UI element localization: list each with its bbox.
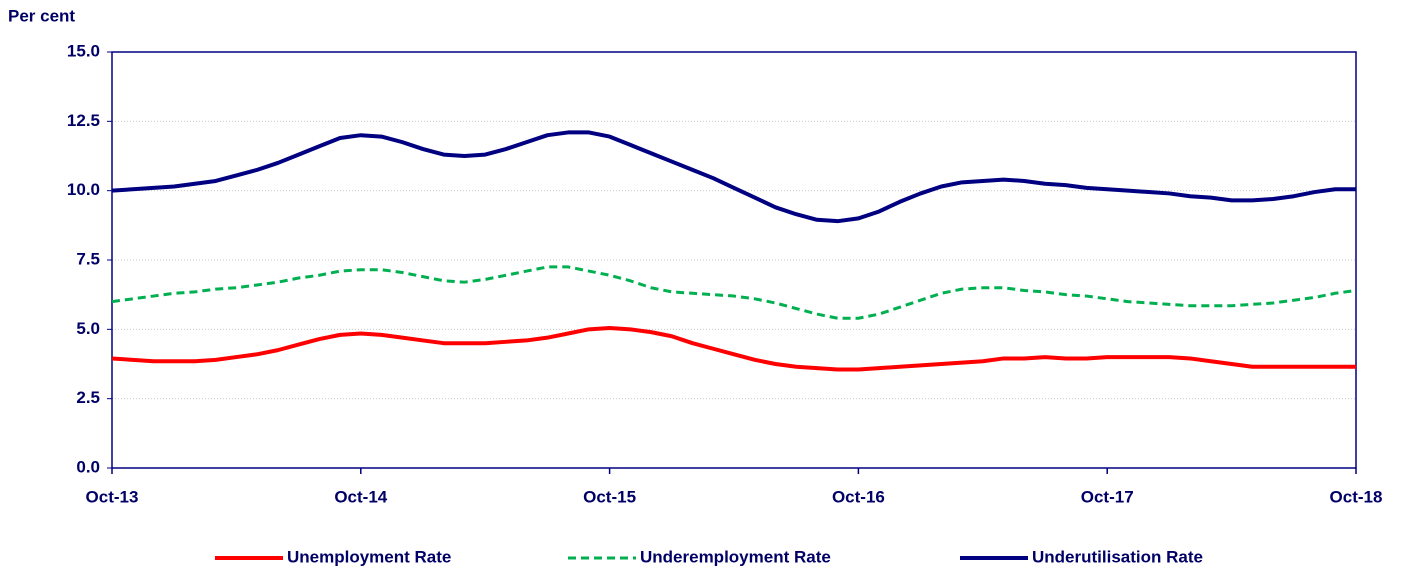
x-tick-label: Oct-14 [334, 487, 387, 506]
legend-label: Unemployment Rate [287, 547, 451, 566]
x-tick-label: Oct-15 [583, 487, 636, 506]
legend-label: Underutilisation Rate [1032, 547, 1203, 566]
y-tick-label: 0.0 [76, 457, 100, 476]
x-tick-label: Oct-13 [86, 487, 139, 506]
plot-frame [111, 51, 1357, 469]
y-tick-label: 5.0 [76, 319, 100, 338]
y-tick-label: 7.5 [76, 249, 100, 268]
y-tick-label: 10.0 [67, 180, 100, 199]
legend-label: Underemployment Rate [640, 547, 831, 566]
y-axis-label: Per cent [8, 6, 75, 25]
line-series [111, 325, 1356, 372]
y-tick-label: 15.0 [67, 41, 100, 60]
x-tick-label: Oct-17 [1081, 487, 1134, 506]
line-series [111, 130, 1356, 224]
x-tick-label: Oct-16 [832, 487, 885, 506]
x-tick-label: Oct-18 [1330, 487, 1383, 506]
line-series [111, 265, 1357, 320]
y-tick-label: 2.5 [76, 388, 100, 407]
y-tick-label: 12.5 [67, 111, 100, 130]
